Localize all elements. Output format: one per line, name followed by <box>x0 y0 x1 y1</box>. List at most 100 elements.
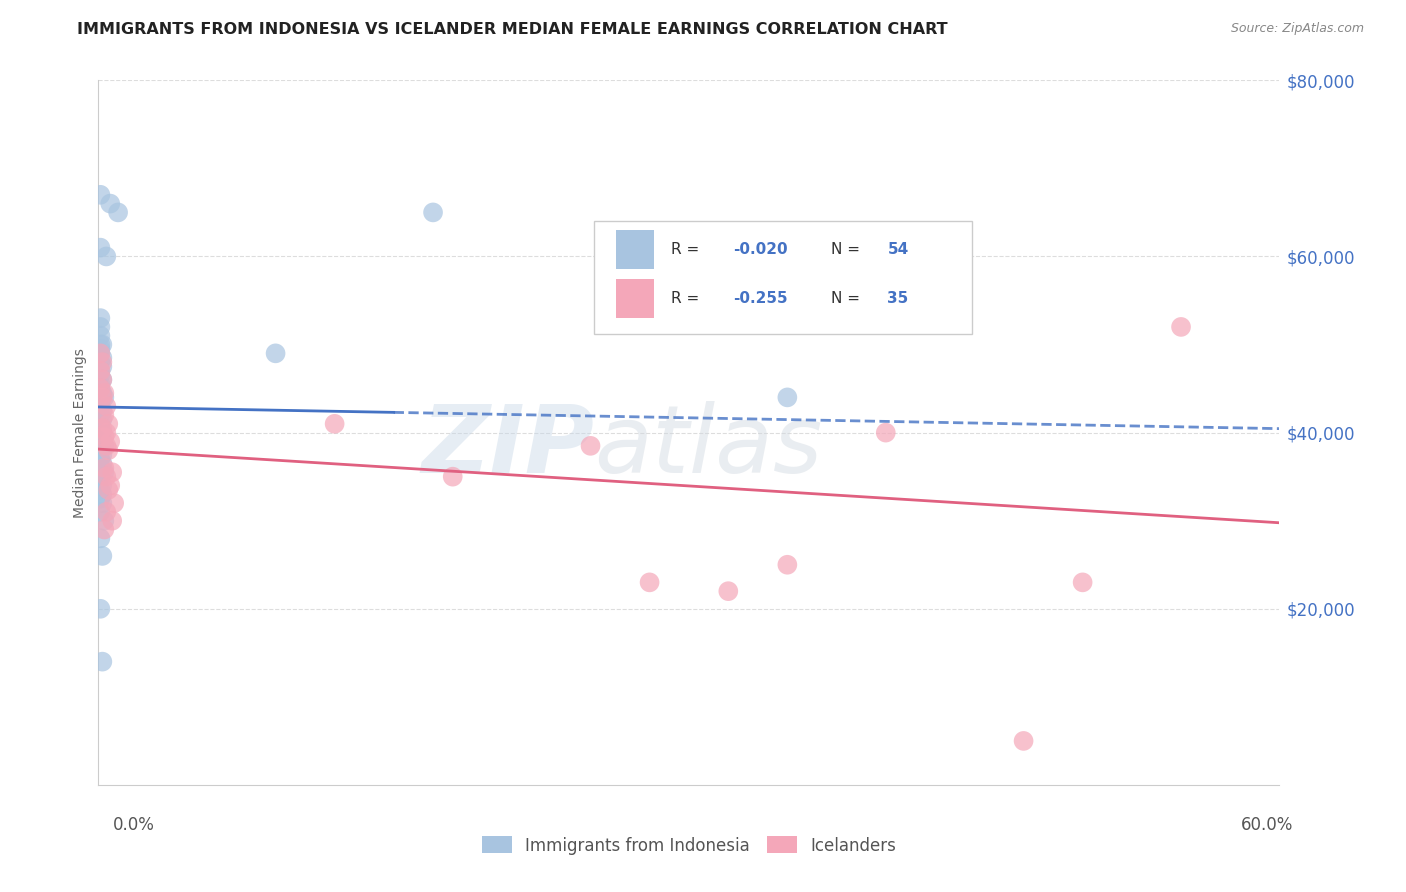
Point <box>93 439 115 453</box>
Point <box>91 386 114 401</box>
Point <box>89 461 111 475</box>
Point <box>93 386 115 401</box>
Point <box>93 408 115 422</box>
Point <box>93 523 115 537</box>
Text: ZIP: ZIP <box>422 401 595 492</box>
Point <box>96 439 118 453</box>
Point <box>89 377 111 392</box>
Point <box>89 241 111 255</box>
Point <box>91 391 114 405</box>
Point <box>89 469 111 483</box>
Point <box>89 417 111 431</box>
Point <box>91 549 114 563</box>
Point <box>101 465 124 479</box>
Text: 54: 54 <box>887 242 908 257</box>
Point <box>91 425 114 440</box>
Point <box>91 373 114 387</box>
Text: IMMIGRANTS FROM INDONESIA VS ICELANDER MEDIAN FEMALE EARNINGS CORRELATION CHART: IMMIGRANTS FROM INDONESIA VS ICELANDER M… <box>77 22 948 37</box>
Point <box>91 478 114 492</box>
Point <box>89 342 111 356</box>
Point <box>98 478 121 492</box>
Point <box>97 443 120 458</box>
Point <box>89 364 111 378</box>
Point <box>1071 575 1094 590</box>
Legend: Immigrants from Indonesia, Icelanders: Immigrants from Indonesia, Icelanders <box>475 830 903 861</box>
Point <box>638 575 661 590</box>
Text: atlas: atlas <box>595 401 823 492</box>
Text: 0.0%: 0.0% <box>112 816 155 834</box>
Point <box>579 439 602 453</box>
Point <box>89 483 111 497</box>
Point <box>96 250 118 264</box>
Point <box>91 373 114 387</box>
Point <box>97 417 120 431</box>
Point <box>96 469 118 483</box>
Point <box>89 355 111 369</box>
Point <box>89 311 111 326</box>
Point <box>1012 734 1035 748</box>
Point <box>717 584 740 599</box>
Point <box>89 368 111 383</box>
Point <box>89 394 111 409</box>
Point <box>776 391 799 405</box>
Point <box>91 487 114 501</box>
Text: 60.0%: 60.0% <box>1241 816 1294 834</box>
Point <box>875 425 897 440</box>
FancyBboxPatch shape <box>616 279 654 318</box>
Point <box>89 382 111 396</box>
Point <box>89 408 111 422</box>
Point <box>93 391 115 405</box>
Point <box>89 430 111 444</box>
FancyBboxPatch shape <box>616 230 654 268</box>
Point <box>91 448 114 462</box>
Point <box>264 346 287 360</box>
Point <box>1170 320 1192 334</box>
Point <box>96 425 118 440</box>
Point <box>89 399 111 413</box>
Point <box>89 187 111 202</box>
Point <box>98 196 121 211</box>
Text: R =: R = <box>671 291 704 306</box>
Point <box>91 496 114 510</box>
Point <box>89 505 111 519</box>
Text: -0.020: -0.020 <box>733 242 787 257</box>
Point <box>776 558 799 572</box>
Point <box>89 443 111 458</box>
Text: R =: R = <box>671 242 704 257</box>
Point <box>101 514 124 528</box>
Point <box>96 505 118 519</box>
Y-axis label: Median Female Earnings: Median Female Earnings <box>73 348 87 517</box>
Point <box>107 205 129 219</box>
Point <box>89 532 111 546</box>
Point <box>91 434 114 449</box>
Point <box>89 452 111 467</box>
Point <box>441 469 464 483</box>
Point <box>93 430 115 444</box>
Text: N =: N = <box>831 242 865 257</box>
Point <box>91 655 114 669</box>
Text: -0.255: -0.255 <box>733 291 787 306</box>
Text: Source: ZipAtlas.com: Source: ZipAtlas.com <box>1230 22 1364 36</box>
Point <box>98 434 121 449</box>
Text: 35: 35 <box>887 291 908 306</box>
Point <box>103 496 125 510</box>
Point <box>89 337 111 351</box>
Point <box>91 412 114 426</box>
Point <box>89 382 111 396</box>
Point <box>89 320 111 334</box>
Point <box>91 359 114 374</box>
Point <box>97 483 120 497</box>
Text: N =: N = <box>831 291 865 306</box>
Point <box>422 205 444 219</box>
Point <box>89 491 111 506</box>
Point <box>91 337 114 351</box>
Point <box>89 601 111 615</box>
Point <box>323 417 346 431</box>
Point <box>89 346 111 360</box>
Point <box>91 421 114 435</box>
Point <box>89 328 111 343</box>
Point <box>91 457 114 471</box>
FancyBboxPatch shape <box>595 221 973 334</box>
Point <box>96 399 118 413</box>
Point <box>93 514 115 528</box>
